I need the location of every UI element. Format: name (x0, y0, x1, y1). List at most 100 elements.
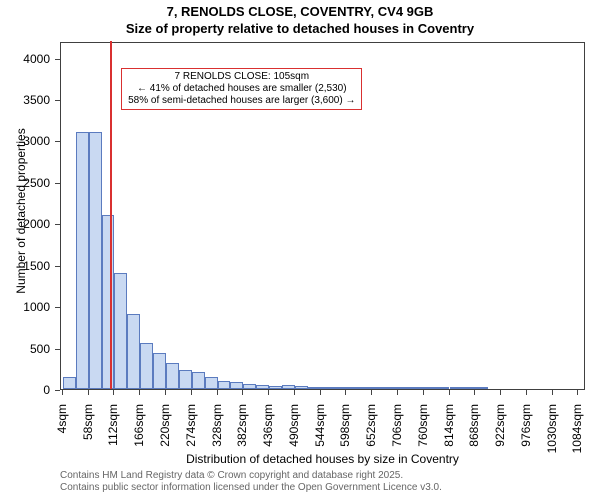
x-tick-label: 58sqm (81, 404, 95, 454)
y-tick-label: 0 (0, 383, 50, 397)
histogram-bar (282, 385, 295, 389)
x-tick-label: 328sqm (210, 404, 224, 454)
x-tick-label: 868sqm (467, 404, 481, 454)
histogram-bar (243, 384, 256, 389)
callout-line: ← 41% of detached houses are smaller (2,… (128, 83, 355, 95)
histogram-bar (102, 215, 115, 389)
x-tick-label: 436sqm (261, 404, 275, 454)
histogram-bar (256, 385, 269, 389)
histogram-bar (385, 387, 398, 389)
x-tick-mark (526, 390, 527, 395)
x-tick-mark (294, 390, 295, 395)
y-tick-label: 500 (0, 342, 50, 356)
x-tick-label: 220sqm (158, 404, 172, 454)
x-tick-mark (242, 390, 243, 395)
x-tick-label: 1030sqm (545, 404, 559, 454)
histogram-bar (295, 386, 308, 389)
histogram-bar (450, 387, 463, 389)
x-tick-mark (320, 390, 321, 395)
footer-line: Contains public sector information licen… (60, 482, 442, 493)
histogram-bar (205, 377, 218, 389)
x-tick-label: 1084sqm (570, 404, 584, 454)
plot-area: 7 RENOLDS CLOSE: 105sqm← 41% of detached… (60, 42, 585, 390)
x-tick-label: 652sqm (364, 404, 378, 454)
histogram-bar (372, 387, 385, 389)
y-tick-mark (55, 100, 60, 101)
x-tick-label: 976sqm (519, 404, 533, 454)
histogram-bar (359, 387, 372, 389)
y-tick-mark (55, 224, 60, 225)
x-tick-mark (577, 390, 578, 395)
x-tick-mark (62, 390, 63, 395)
x-tick-label: 814sqm (442, 404, 456, 454)
x-tick-label: 112sqm (106, 404, 120, 454)
y-tick-mark (55, 390, 60, 391)
y-axis-label: Number of detached properties (14, 111, 28, 311)
x-tick-mark (449, 390, 450, 395)
x-tick-mark (371, 390, 372, 395)
x-tick-mark (345, 390, 346, 395)
histogram-bar (166, 363, 179, 390)
histogram-bar (437, 387, 450, 389)
histogram-bar (153, 353, 166, 389)
marker-callout: 7 RENOLDS CLOSE: 105sqm← 41% of detached… (121, 68, 362, 110)
histogram-bar (346, 387, 359, 389)
histogram-bar (411, 387, 424, 389)
x-tick-mark (191, 390, 192, 395)
histogram-bar (76, 132, 89, 389)
x-tick-mark (113, 390, 114, 395)
x-tick-mark (500, 390, 501, 395)
callout-line: 58% of semi-detached houses are larger (… (128, 95, 355, 107)
y-tick-mark (55, 183, 60, 184)
y-tick-label: 3500 (0, 93, 50, 107)
histogram-bar (334, 387, 347, 389)
x-tick-label: 382sqm (235, 404, 249, 454)
x-tick-label: 166sqm (132, 404, 146, 454)
callout-line: 7 RENOLDS CLOSE: 105sqm (128, 71, 355, 83)
histogram-bar (230, 382, 243, 389)
y-tick-mark (55, 307, 60, 308)
histogram-bar (140, 343, 153, 389)
histogram-bar (398, 387, 411, 389)
x-tick-label: 490sqm (287, 404, 301, 454)
histogram-bar (89, 132, 102, 389)
x-tick-label: 922sqm (493, 404, 507, 454)
histogram-bar (218, 381, 231, 389)
histogram-bar (127, 314, 140, 389)
x-tick-label: 274sqm (184, 404, 198, 454)
x-tick-label: 760sqm (416, 404, 430, 454)
y-tick-label: 4000 (0, 52, 50, 66)
y-tick-mark (55, 266, 60, 267)
footer-line: Contains HM Land Registry data © Crown c… (60, 470, 403, 481)
histogram-bar (63, 377, 76, 389)
x-tick-label: 4sqm (55, 404, 69, 454)
histogram-bar (192, 372, 205, 389)
x-tick-mark (423, 390, 424, 395)
x-axis-label: Distribution of detached houses by size … (60, 452, 585, 466)
histogram-bar (462, 387, 475, 389)
histogram-bar (321, 387, 334, 389)
x-tick-mark (552, 390, 553, 395)
y-tick-mark (55, 141, 60, 142)
x-tick-mark (397, 390, 398, 395)
x-tick-mark (268, 390, 269, 395)
x-tick-mark (217, 390, 218, 395)
histogram-bar (475, 387, 488, 389)
histogram-bar (114, 273, 127, 389)
x-tick-mark (139, 390, 140, 395)
x-tick-mark (474, 390, 475, 395)
x-tick-label: 598sqm (338, 404, 352, 454)
property-marker-line (110, 41, 112, 389)
histogram-bar (424, 387, 437, 389)
x-tick-mark (88, 390, 89, 395)
y-tick-mark (55, 349, 60, 350)
y-tick-mark (55, 59, 60, 60)
x-tick-label: 544sqm (313, 404, 327, 454)
histogram-bar (269, 386, 282, 389)
histogram-bar (179, 370, 192, 389)
chart-title: 7, RENOLDS CLOSE, COVENTRY, CV4 9GB (0, 4, 600, 19)
x-tick-label: 706sqm (390, 404, 404, 454)
x-tick-mark (165, 390, 166, 395)
chart-subtitle: Size of property relative to detached ho… (0, 21, 600, 36)
histogram-bar (308, 387, 321, 389)
